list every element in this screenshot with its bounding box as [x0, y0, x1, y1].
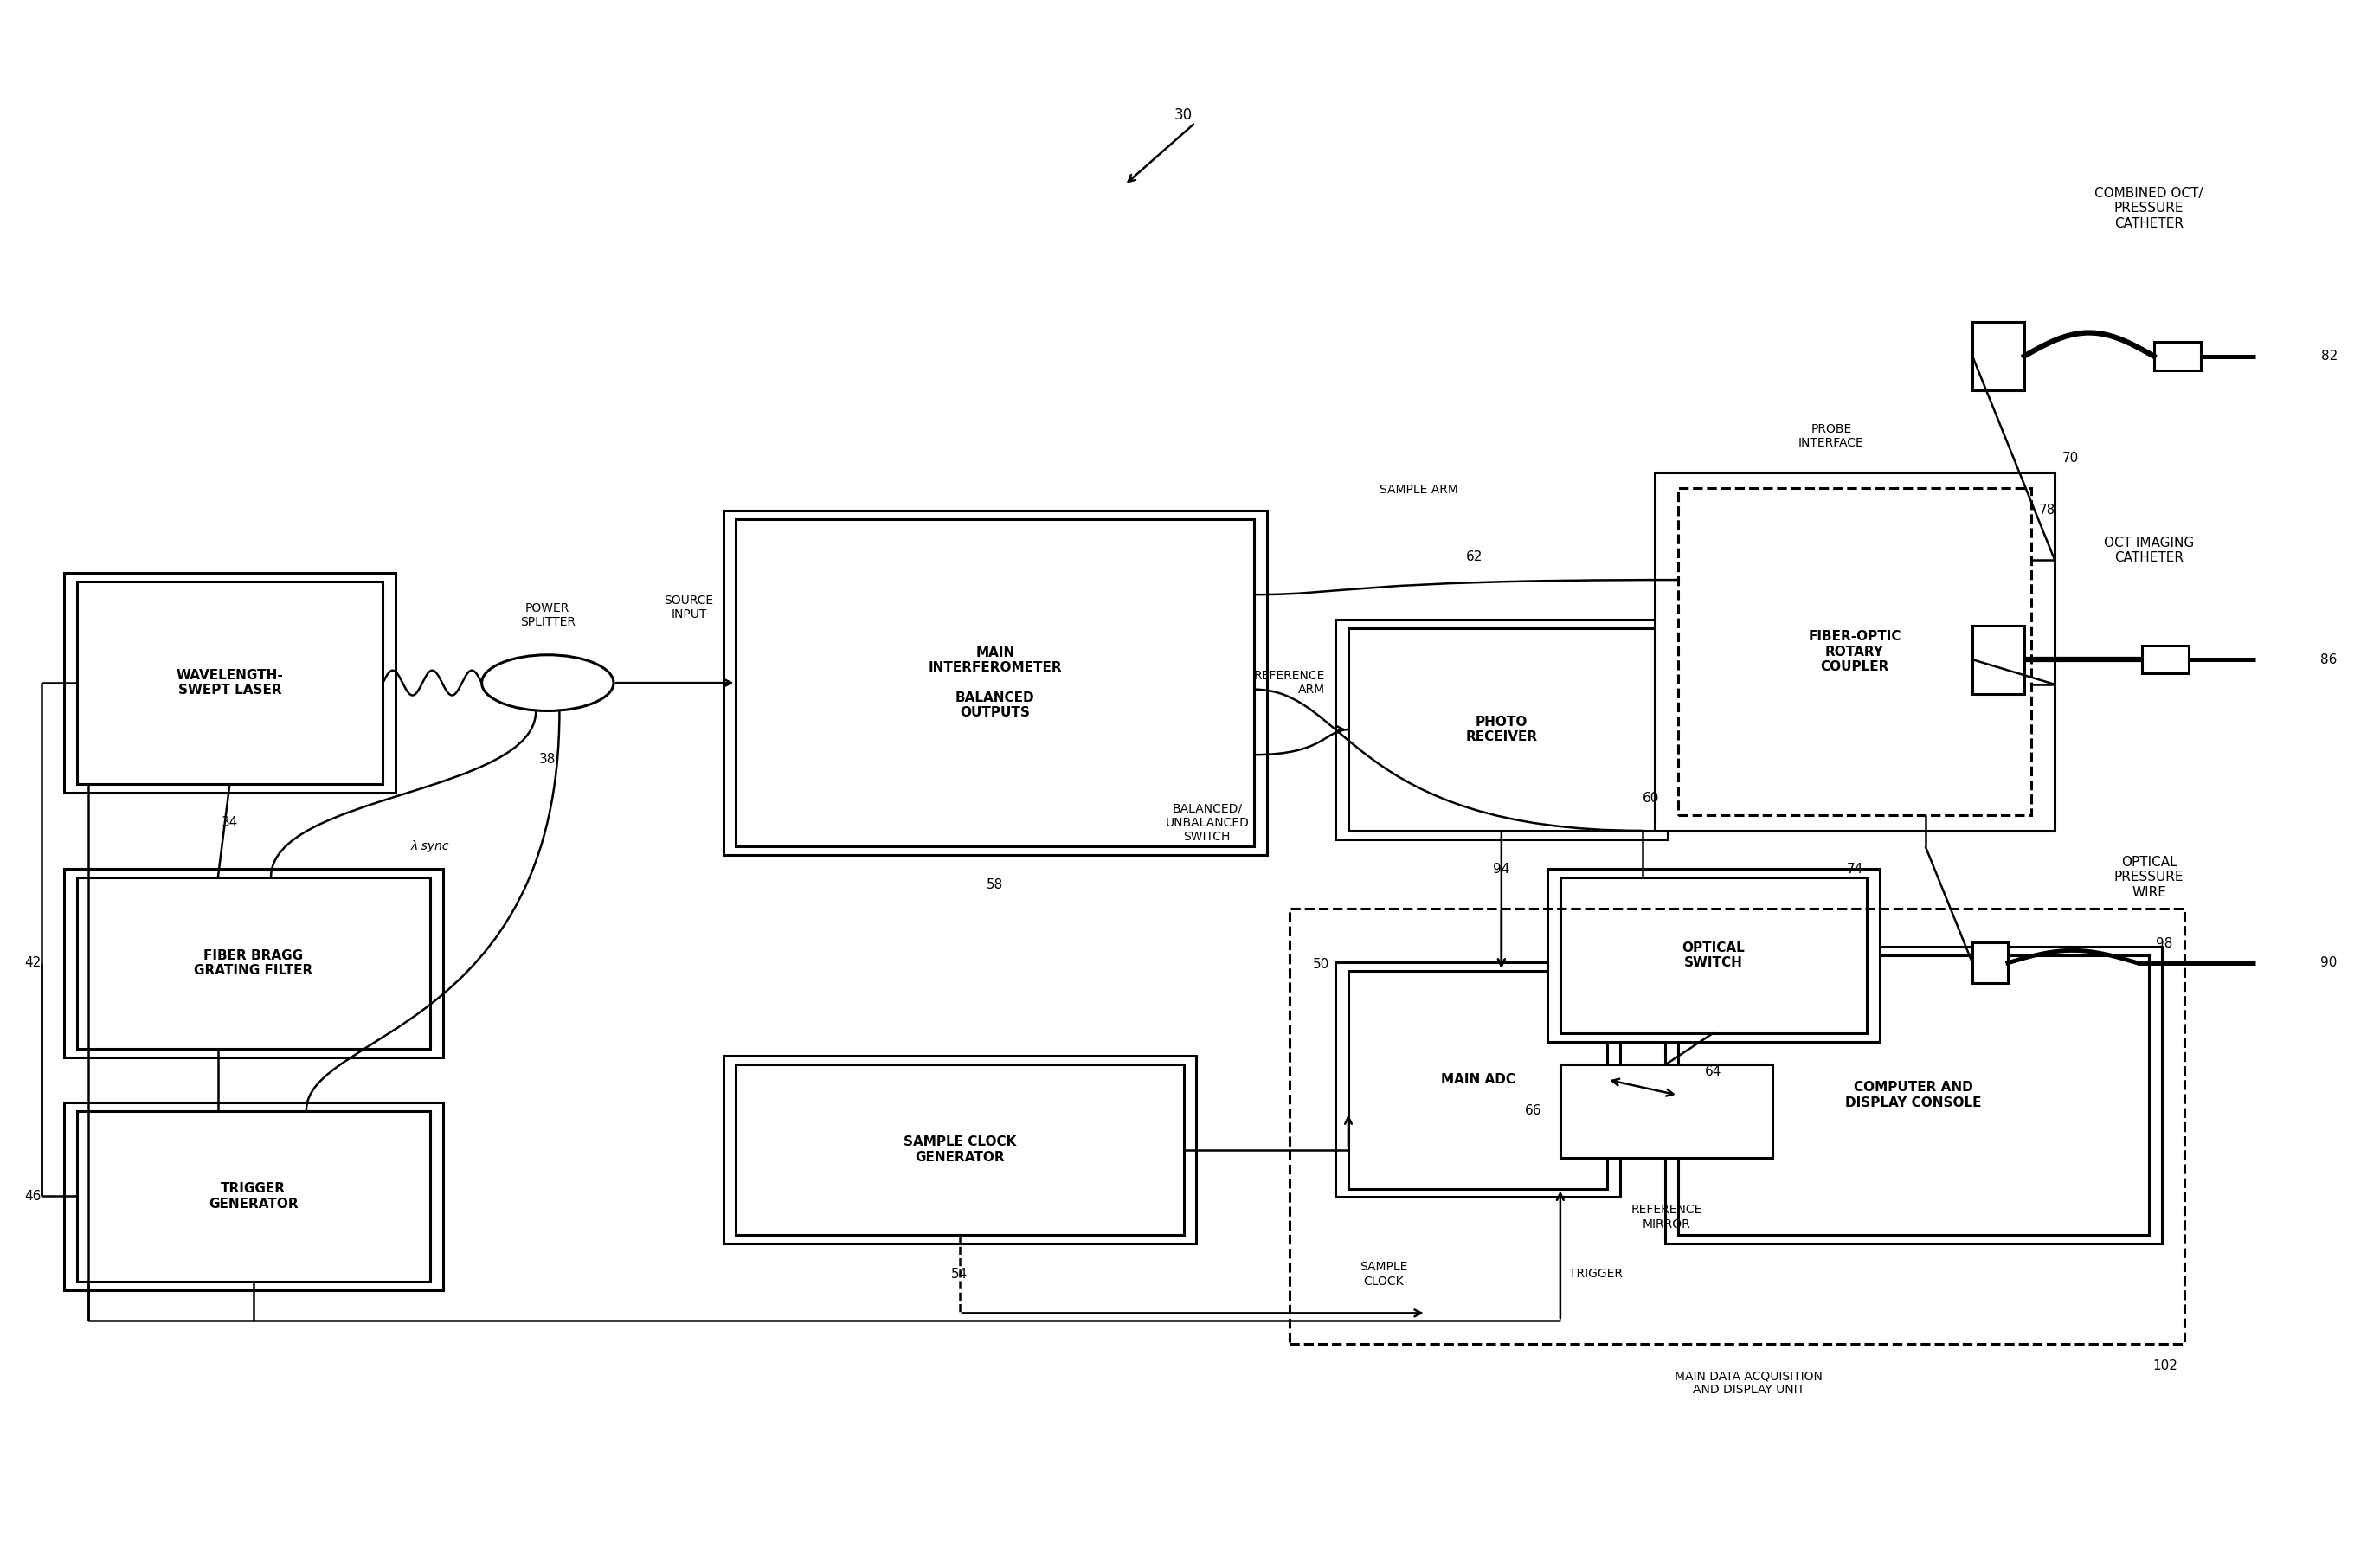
Text: 46: 46 — [24, 1190, 40, 1203]
FancyBboxPatch shape — [1972, 942, 2007, 983]
FancyBboxPatch shape — [1335, 619, 1666, 839]
Text: COMBINED OCT/
PRESSURE
CATHETER: COMBINED OCT/ PRESSURE CATHETER — [2095, 187, 2204, 230]
FancyBboxPatch shape — [736, 1065, 1184, 1236]
Text: OPTICAL
SWITCH: OPTICAL SWITCH — [1683, 941, 1744, 969]
FancyBboxPatch shape — [722, 1055, 1195, 1243]
FancyBboxPatch shape — [1560, 878, 1868, 1033]
Text: 82: 82 — [2320, 350, 2339, 362]
FancyBboxPatch shape — [722, 511, 1266, 855]
FancyBboxPatch shape — [2142, 646, 2189, 674]
Text: TRIGGER
GENERATOR: TRIGGER GENERATOR — [208, 1182, 298, 1210]
Text: SOURCE
INPUT: SOURCE INPUT — [665, 594, 715, 621]
Text: 98: 98 — [2156, 938, 2173, 950]
Text: 74: 74 — [1846, 862, 1863, 877]
Text: SAMPLE CLOCK
GENERATOR: SAMPLE CLOCK GENERATOR — [904, 1135, 1015, 1163]
Text: FIBER-OPTIC
ROTARY
COUPLER: FIBER-OPTIC ROTARY COUPLER — [1808, 630, 1901, 673]
Text: 54: 54 — [952, 1267, 968, 1281]
Text: 102: 102 — [2152, 1359, 2178, 1372]
Text: MAIN ADC: MAIN ADC — [1442, 1073, 1515, 1087]
FancyBboxPatch shape — [76, 582, 383, 784]
FancyBboxPatch shape — [1349, 629, 1655, 831]
Text: 70: 70 — [2062, 452, 2078, 466]
Text: 38: 38 — [540, 753, 556, 765]
Text: 34: 34 — [222, 817, 239, 829]
FancyBboxPatch shape — [2154, 342, 2201, 370]
Text: 64: 64 — [1704, 1065, 1721, 1079]
Text: SAMPLE
CLOCK: SAMPLE CLOCK — [1359, 1261, 1408, 1287]
FancyBboxPatch shape — [1655, 474, 2055, 831]
Text: 58: 58 — [987, 878, 1004, 892]
FancyBboxPatch shape — [76, 878, 431, 1049]
Text: 62: 62 — [1465, 550, 1482, 563]
Text: 42: 42 — [24, 956, 40, 969]
Ellipse shape — [483, 655, 613, 710]
Text: 66: 66 — [1524, 1104, 1541, 1118]
FancyBboxPatch shape — [1972, 321, 2024, 390]
Text: λ sync: λ sync — [409, 840, 450, 853]
FancyBboxPatch shape — [1349, 971, 1607, 1189]
Text: MAIN DATA ACQUISITION
AND DISPLAY UNIT: MAIN DATA ACQUISITION AND DISPLAY UNIT — [1676, 1370, 1823, 1396]
FancyBboxPatch shape — [736, 519, 1255, 847]
Text: 90: 90 — [2320, 956, 2339, 969]
FancyBboxPatch shape — [64, 574, 395, 792]
FancyBboxPatch shape — [1335, 963, 1621, 1196]
Text: 86: 86 — [2320, 652, 2339, 666]
Text: 94: 94 — [1494, 862, 1510, 877]
FancyBboxPatch shape — [1548, 869, 1879, 1041]
FancyBboxPatch shape — [1664, 947, 2161, 1243]
Text: 78: 78 — [2038, 503, 2055, 517]
Text: PROBE
INTERFACE: PROBE INTERFACE — [1799, 423, 1863, 450]
FancyBboxPatch shape — [1560, 1065, 1773, 1157]
Text: 60: 60 — [1643, 792, 1659, 804]
FancyBboxPatch shape — [64, 869, 443, 1057]
Text: FIBER BRAGG
GRATING FILTER: FIBER BRAGG GRATING FILTER — [194, 949, 312, 977]
FancyBboxPatch shape — [1972, 626, 2024, 693]
FancyBboxPatch shape — [1678, 488, 2031, 815]
Text: 30: 30 — [1174, 107, 1193, 122]
Text: TRIGGER: TRIGGER — [1569, 1269, 1621, 1279]
Text: OPTICAL
PRESSURE
WIRE: OPTICAL PRESSURE WIRE — [2114, 856, 2185, 898]
Text: MAIN
INTERFEROMETER

BALANCED
OUTPUTS: MAIN INTERFEROMETER BALANCED OUTPUTS — [928, 646, 1063, 720]
Text: PHOTO
RECEIVER: PHOTO RECEIVER — [1465, 715, 1539, 743]
Text: OCT IMAGING
CATHETER: OCT IMAGING CATHETER — [2104, 536, 2194, 564]
Text: COMPUTER AND
DISPLAY CONSOLE: COMPUTER AND DISPLAY CONSOLE — [1846, 1082, 1981, 1109]
Text: BALANCED/
UNBALANCED
SWITCH: BALANCED/ UNBALANCED SWITCH — [1165, 803, 1250, 844]
Text: REFERENCE
MIRROR: REFERENCE MIRROR — [1631, 1204, 1702, 1231]
FancyBboxPatch shape — [76, 1110, 431, 1283]
Text: REFERENCE
ARM: REFERENCE ARM — [1255, 670, 1326, 696]
Text: POWER
SPLITTER: POWER SPLITTER — [521, 602, 575, 629]
Text: 50: 50 — [1314, 958, 1330, 971]
Text: WAVELENGTH-
SWEPT LASER: WAVELENGTH- SWEPT LASER — [175, 670, 284, 696]
FancyBboxPatch shape — [1678, 955, 2149, 1236]
FancyBboxPatch shape — [64, 1102, 443, 1290]
Text: SAMPLE ARM: SAMPLE ARM — [1380, 485, 1458, 495]
